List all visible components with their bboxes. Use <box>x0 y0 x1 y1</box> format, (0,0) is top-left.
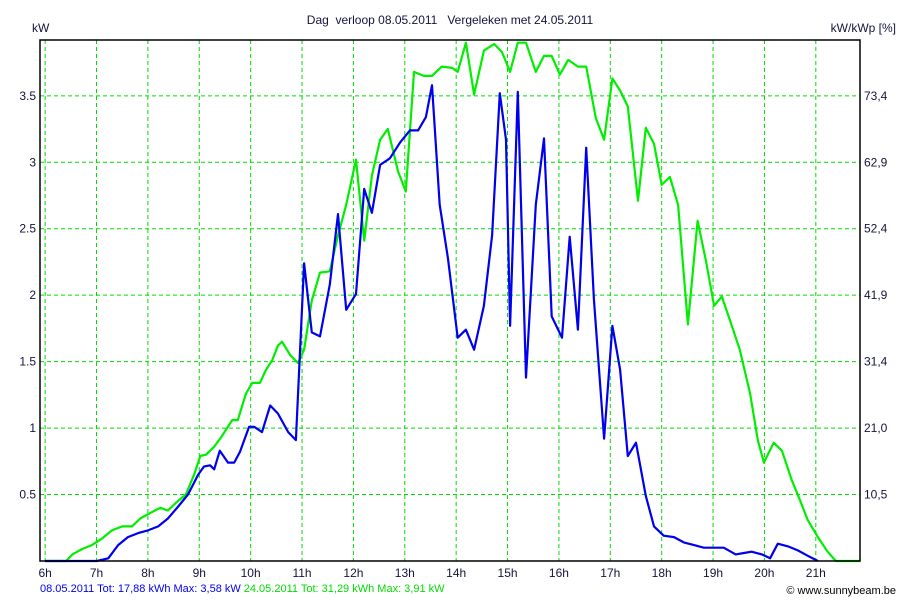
x-tick-label: 10h <box>241 566 261 580</box>
x-tick-label: 19h <box>703 566 723 580</box>
series-line-24-05-2011 <box>45 41 860 563</box>
x-tick-label: 17h <box>600 566 620 580</box>
x-tick-label: 14h <box>446 566 466 580</box>
y-tick-label: 3 <box>29 155 36 169</box>
y-tick-label: 1 <box>29 421 36 435</box>
copyright: © www.sunnybeam.be <box>786 585 896 597</box>
y-axis-label: kW <box>32 21 50 35</box>
legend-series1: 08.05.2011 Tot: 17,88 kWh Max: 3,58 kW <box>40 583 241 595</box>
x-tick-label: 9h <box>193 566 206 580</box>
x-tick-label: 12h <box>343 566 363 580</box>
legend-series2: 24.05.2011 Tot: 31,29 kWh Max: 3,91 kW <box>243 583 445 595</box>
y2-tick-label: 62,9 <box>864 155 888 169</box>
legend-footer: 08.05.2011 Tot: 17,88 kWh Max: 3,58 kW 24… <box>40 583 445 595</box>
grid <box>40 40 860 561</box>
x-tick-label: 15h <box>498 566 518 580</box>
y2-tick-label: 10,5 <box>864 488 888 502</box>
x-tick-label: 6h <box>38 566 51 580</box>
y-tick-label: 2 <box>29 288 36 302</box>
x-tick-label: 8h <box>141 566 154 580</box>
y-tick-label: 2.5 <box>19 222 36 236</box>
y2-tick-label: 52,4 <box>864 222 888 236</box>
x-tick-label: 21h <box>806 566 826 580</box>
series-lines <box>45 41 860 563</box>
series-line-08-05-2011 <box>45 84 819 563</box>
x-tick-label: 16h <box>549 566 569 580</box>
chart-title: Dag verloop 08.05.2011 Vergeleken met 24… <box>307 13 594 27</box>
x-tick-label: 7h <box>90 566 103 580</box>
plot-frame <box>39 39 861 562</box>
x-tick-label: 18h <box>652 566 672 580</box>
y-tick-label: 3.5 <box>19 89 36 103</box>
y2-tick-label: 31,4 <box>864 355 888 369</box>
x-tick-label: 13h <box>395 566 415 580</box>
x-tick-label: 11h <box>292 566 311 580</box>
y2-tick-label: 73,4 <box>864 89 888 103</box>
tick-labels: 6h 7h 8h 9h 10h 11h 12h 13h 14h 15h 16h 17h 18h 19h 20… <box>19 89 887 580</box>
y-tick-label: 1.5 <box>19 355 36 369</box>
x-tick-label: 20h <box>754 566 774 580</box>
y2-tick-label: 21,0 <box>864 421 888 435</box>
y2-tick-label: 41,9 <box>864 288 888 302</box>
y2-axis-label: kW/kWp [%] <box>831 21 896 35</box>
y-tick-label: 0.5 <box>19 488 36 502</box>
